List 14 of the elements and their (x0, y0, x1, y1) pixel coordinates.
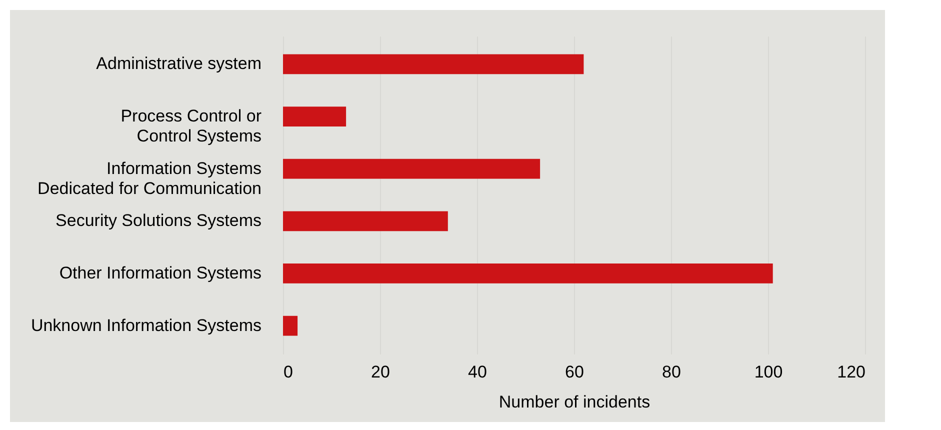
y-tick-label: Information Systems Dedicated for Communication (38, 158, 262, 198)
x-tick-label: 40 (468, 362, 487, 382)
x-tick-label: 80 (662, 362, 681, 382)
x-axis-title: Number of incidents (498, 392, 650, 412)
y-tick-label: Other Information Systems (59, 263, 262, 282)
x-tick-label: 0 (284, 362, 293, 382)
x-tick-label: 120 (837, 362, 866, 382)
y-tick-label: Process Control or Control Systems (120, 106, 262, 146)
y-tick-label: Security Solutions Systems (56, 211, 262, 230)
y-tick-label: Unknown Information Systems (30, 316, 262, 335)
x-tick-label: 20 (371, 362, 390, 382)
x-tick-label: 100 (754, 362, 783, 382)
x-tick-label: 60 (565, 362, 584, 382)
y-tick-label: Administrative system (96, 54, 262, 74)
